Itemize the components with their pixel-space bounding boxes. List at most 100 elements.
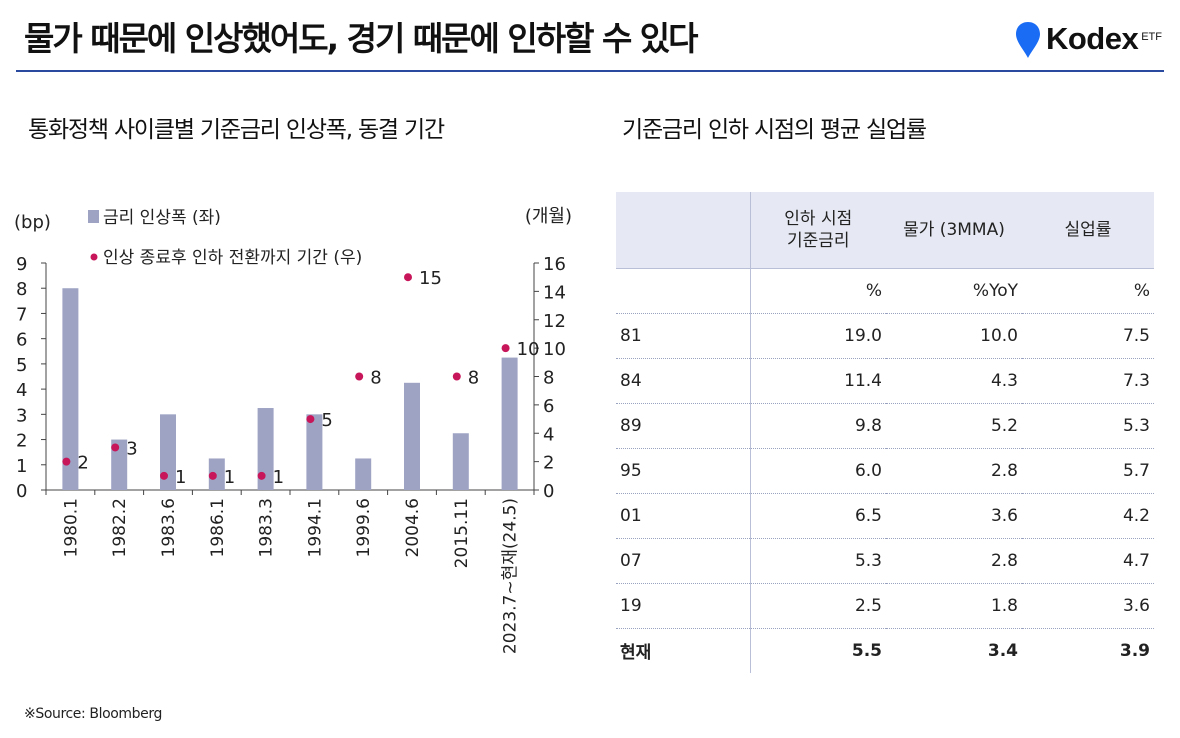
bar: [501, 357, 518, 490]
legend-bar-swatch: [88, 210, 99, 223]
table-row-label: 01: [616, 493, 750, 539]
y-left-tick-label: 1: [16, 456, 27, 477]
data-point: [306, 415, 315, 424]
table-cell: %: [1022, 268, 1154, 314]
data-label: 3: [126, 438, 137, 459]
data-point: [501, 344, 510, 353]
table-row-label: 84: [616, 358, 750, 404]
table-row-label: [616, 268, 750, 314]
y-right-tick-label: 12: [543, 311, 566, 332]
table-row-label: 07: [616, 538, 750, 584]
table-row: 95 6.0 2.8 5.7: [616, 448, 1154, 494]
table-cell: 6.5: [749, 493, 886, 539]
table-cell: %: [749, 268, 886, 314]
table-cell: 2.8: [886, 448, 1022, 494]
table-row: 현재 5.5 3.4 3.9: [616, 628, 1154, 673]
bar: [404, 382, 420, 490]
data-point: [208, 471, 217, 480]
y-left-tick-label: 0: [16, 481, 27, 502]
table-cell: 3.4: [987, 640, 1018, 661]
table-cell: 9.8: [749, 403, 886, 449]
location-pin-icon: [1015, 22, 1040, 58]
table-cell: 5.3: [749, 538, 886, 584]
y-left-tick-label: 7: [16, 304, 27, 325]
data-label: 8: [370, 368, 381, 389]
brand-sub: ETF: [1141, 31, 1162, 43]
table-cell: 3.9: [1119, 640, 1150, 661]
x-tick-label: 1983.6: [159, 498, 179, 557]
data-label: 2: [77, 453, 88, 474]
table-cell: 6.0: [749, 448, 886, 494]
data-point: [111, 443, 120, 452]
x-tick-label: 2015.11: [452, 498, 472, 568]
table-cell: 4.2: [1022, 493, 1154, 539]
brand-logo: Kodex ETF: [1014, 20, 1162, 60]
y-right-unit: (개월): [525, 206, 572, 227]
x-tick-label: 2004.6: [403, 498, 423, 557]
table-title: 기준금리 인하 시점의 평균 실업률: [622, 117, 927, 143]
data-label: 1: [273, 467, 284, 488]
table-row: 07 5.3 2.8 4.7: [616, 538, 1154, 584]
table-header-cell: [616, 192, 750, 269]
bar: [208, 458, 225, 490]
y-right-tick-label: 14: [543, 282, 566, 303]
bar: [111, 439, 128, 490]
table-header-line: 인하 시점: [784, 208, 853, 229]
table-cell: 7.5: [1022, 313, 1154, 359]
y-left-unit: (bp): [14, 212, 51, 233]
x-tick-label: 2023.7~현재(24.5): [501, 498, 521, 654]
legend-dot-swatch: [90, 253, 98, 261]
table-header-row: 인하 시점 기준금리 물가 (3MMA) 실업률: [616, 192, 1154, 269]
y-left-tick-label: 9: [16, 254, 27, 275]
brand-name: Kodex: [1045, 21, 1139, 56]
y-left-tick-label: 2: [16, 431, 27, 452]
table-row-label: 19: [616, 583, 750, 629]
x-tick-label: 1986.1: [208, 498, 228, 557]
table-cell: %YoY: [886, 268, 1022, 314]
data-point: [257, 471, 266, 480]
table-row-label: 95: [616, 448, 750, 494]
y-right-tick-label: 4: [543, 424, 554, 445]
data-label: 10: [517, 339, 540, 360]
table-row: 01 6.5 3.6 4.2: [616, 493, 1154, 539]
legend-bar-label: 금리 인상폭 (좌): [103, 208, 221, 228]
table-cell: 1.8: [886, 583, 1022, 629]
table-row: 84 11.4 4.3 7.3: [616, 358, 1154, 404]
bar: [452, 433, 469, 490]
table-cell: 4.3: [886, 358, 1022, 404]
bar: [62, 288, 79, 490]
table-cell: 3.6: [886, 493, 1022, 539]
table-cell: 7.3: [1022, 358, 1154, 404]
table-header-cell: 실업률: [1022, 192, 1154, 269]
table-row-label: 현재: [620, 643, 652, 664]
x-tick-label: 1980.1: [61, 498, 81, 557]
table-cell: 11.4: [749, 358, 886, 404]
y-right-tick-label: 6: [543, 396, 554, 417]
table-cell: 5.3: [1022, 403, 1154, 449]
x-tick-label: 1994.1: [305, 498, 325, 557]
table-cell: 19.0: [749, 313, 886, 359]
y-right-tick-label: 8: [543, 368, 554, 389]
table-row-label: 89: [616, 403, 750, 449]
table-unit-row: % %YoY%: [616, 268, 1154, 314]
x-tick-label: 1982.2: [110, 498, 130, 557]
y-right-tick-label: 0: [543, 481, 554, 502]
data-label: 5: [321, 410, 332, 431]
page-title: 물가 때문에 인상했어도, 경기 때문에 인하할 수 있다: [24, 19, 699, 58]
table-header-line: 기준금리: [786, 230, 850, 251]
bar: [355, 458, 372, 490]
title-divider: [16, 70, 1164, 72]
table-cell: 4.7: [1022, 538, 1154, 584]
source-note: ※Source: Bloomberg: [24, 706, 162, 722]
y-right-tick-label: 10: [543, 339, 566, 360]
y-left-tick-label: 3: [16, 405, 27, 426]
table-cell: 3.6: [1022, 583, 1154, 629]
legend-dot-label: 인상 종료후 인하 전환까지 기간 (우): [103, 248, 362, 268]
table-cell: 10.0: [886, 313, 1022, 359]
table-row-label: 81: [616, 313, 750, 359]
table-row: 81 19.0 10.0 7.5: [616, 313, 1154, 359]
data-point: [404, 273, 412, 282]
table-cell: 5.2: [886, 403, 1022, 449]
data-point: [62, 457, 71, 466]
data-label: 1: [175, 467, 186, 488]
